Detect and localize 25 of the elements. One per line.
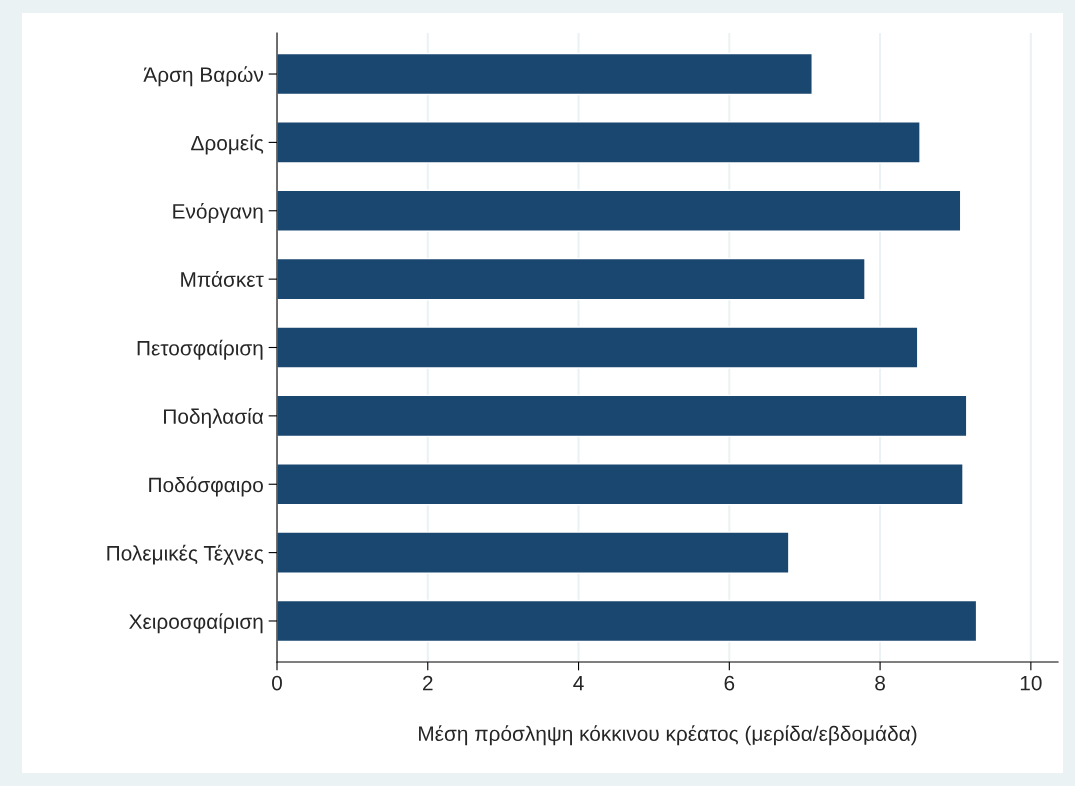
y-tick-label: Μπάσκετ xyxy=(181,270,264,287)
y-tick-label: Χειροσφαίριση xyxy=(129,613,263,634)
bar xyxy=(277,257,866,301)
bar xyxy=(277,52,813,96)
bar xyxy=(277,463,964,506)
bar xyxy=(277,121,921,164)
x-tick-label: 2 xyxy=(423,675,433,691)
x-tick-label: 0 xyxy=(272,675,282,691)
x-axis-title: Μέση πρόσληψη κόκκινου κρέατος (μερίδα/εβδομάδα) xyxy=(419,725,917,746)
bar xyxy=(277,531,790,574)
bar xyxy=(277,189,962,232)
y-tick-label: Ποδηλασία xyxy=(164,408,264,429)
y-tick-label: Πολεμικές Τέχνες xyxy=(107,544,264,565)
bar xyxy=(277,599,978,643)
x-tick-label: 4 xyxy=(573,675,584,691)
y-tick-label: Πετοσφαίριση xyxy=(137,339,263,360)
y-tick-label: Άρση Βαρών xyxy=(143,66,264,87)
y-tick-label: Ποδόσφαιρο xyxy=(149,476,263,497)
x-tick-label: 6 xyxy=(724,675,735,691)
bar xyxy=(277,326,919,369)
bar xyxy=(277,394,968,438)
y-tick-label: Δρομείς xyxy=(191,134,264,155)
y-tick-label: Ενόργανη xyxy=(173,202,263,223)
x-tick-label: 8 xyxy=(875,675,885,691)
x-tick-label: 10 xyxy=(1020,675,1042,691)
